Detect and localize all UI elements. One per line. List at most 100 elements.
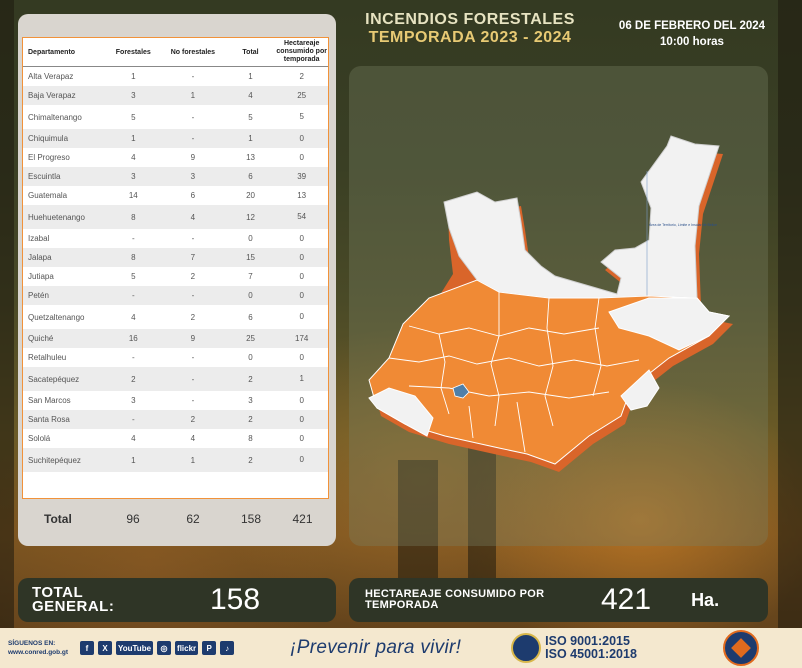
tree-trunk-decoration [398, 460, 438, 580]
cell-forestales: 5 [131, 272, 136, 281]
cell-hectareaje: 0 [299, 455, 304, 464]
cell-total: 0 [248, 234, 253, 243]
cell-forestales: 3 [131, 91, 136, 100]
cell-departamento: Petén [28, 291, 49, 300]
cell-forestales: 1 [131, 72, 136, 81]
table-total-row: Total 96 62 158 421 [22, 506, 329, 532]
cell-no-forestales: 2 [190, 415, 196, 424]
cell-no-forestales: - [191, 134, 195, 143]
x-icon[interactable]: X [98, 641, 112, 655]
table-row: Retalhuleu - - 0 0 [23, 348, 328, 367]
cell-total: 15 [246, 253, 255, 262]
cell-hectareaje: 0 [299, 271, 304, 281]
total-forestales: 96 [126, 512, 140, 526]
cell-forestales: 5 [131, 112, 136, 122]
cell-forestales: 4 [131, 434, 136, 443]
cell-no-forestales: 4 [190, 212, 196, 222]
cell-total: 5 [248, 112, 253, 122]
cell-hectareaje: 39 [297, 171, 307, 181]
cell-total: 6 [248, 312, 253, 322]
hectareaje-bar: HECTAREAJE CONSUMIDO POR TEMPORADA 421 H… [349, 578, 768, 622]
pinterest-icon[interactable]: P [202, 641, 217, 655]
time-text: 10:00 horas [660, 36, 724, 48]
title-line-2: TEMPORADA 2023 - 2024 [368, 29, 572, 46]
cell-departamento: Quetzaltenango [28, 312, 85, 322]
cell-no-forestales: - [191, 353, 195, 362]
cell-hectareaje: 0 [299, 312, 304, 321]
cell-departamento: Guatemala [28, 191, 68, 200]
cell-no-forestales: - [191, 374, 195, 384]
title-line-1: INCENDIOS FORESTALES [365, 11, 575, 28]
cell-departamento: Sacatepéquez [28, 374, 80, 384]
total-hectareaje: 421 [292, 512, 313, 526]
cell-forestales: - [131, 415, 135, 424]
cell-no-forestales: 9 [190, 334, 196, 343]
iso-9001: ISO 9001:2015 [545, 634, 630, 648]
cell-total: 8 [248, 434, 253, 443]
conred-logo-mark [731, 638, 751, 658]
facebook-icon[interactable]: f [80, 641, 94, 655]
iso-seal-icon [511, 633, 542, 663]
table-row: Huehuetenango 8 4 12 54 [23, 205, 328, 229]
table-row: Chiquimula 1 - 1 0 [23, 129, 328, 148]
table-row: Escuintla 3 3 6 39 [23, 167, 328, 186]
table-row: Jalapa 8 7 15 0 [23, 248, 328, 267]
cell-hectareaje: 13 [297, 190, 307, 200]
cell-total: 6 [248, 172, 253, 181]
table-row: Jutiapa 5 2 7 0 [23, 267, 328, 286]
cell-total: 25 [246, 334, 255, 343]
cell-total: 0 [248, 353, 253, 362]
cell-departamento: Sololá [28, 434, 51, 443]
cell-hectareaje: 0 [299, 395, 304, 405]
map-region-izabal [608, 297, 731, 351]
total-general-label: TOTAL GENERAL: [32, 584, 115, 615]
cell-hectareaje: 0 [299, 152, 304, 162]
cell-no-forestales: - [191, 234, 195, 243]
slogan: ¡Prevenir para vivir! [290, 637, 462, 658]
table-row: Guatemala 14 6 20 13 [23, 186, 328, 205]
iso-45001: ISO 45001:2018 [545, 647, 637, 661]
table-row: El Progreso 4 9 13 0 [23, 148, 328, 167]
tiktok-icon[interactable]: ♪ [220, 641, 235, 655]
table-row: Chimaltenango 5 - 5 5 [23, 105, 328, 129]
cell-forestales: 4 [131, 312, 136, 322]
youtube-icon[interactable]: YouTube [116, 641, 154, 655]
table-row: Suchitepéquez 1 1 2 0 [23, 448, 328, 472]
table-row: Quiché 16 9 25 174 [23, 329, 328, 348]
cell-departamento: Baja Verapaz [28, 91, 76, 100]
cell-departamento: San Marcos [28, 396, 71, 405]
instagram-icon[interactable]: ◎ [157, 641, 172, 655]
website-link[interactable]: www.conred.gob.gt [8, 649, 69, 656]
header-no-forestales: No forestales [170, 48, 216, 56]
header-departamento: Departamento [28, 48, 76, 56]
cell-no-forestales: - [191, 396, 195, 405]
cell-total: 20 [246, 191, 255, 200]
report-date: 06 DE FEBRERO DEL 2024 10:00 horas [612, 18, 772, 50]
cell-departamento: Huehuetenango [28, 212, 85, 222]
hectareaje-value: 421 [601, 583, 652, 616]
hectareaje-unit: Ha. [691, 589, 720, 610]
cell-forestales: - [131, 234, 135, 243]
flickr-icon[interactable]: flickr [175, 641, 199, 655]
cell-total: 2 [248, 415, 253, 424]
cell-forestales: 8 [131, 212, 136, 222]
cell-total: 2 [248, 374, 253, 384]
total-label: Total [44, 511, 72, 526]
cell-hectareaje: 2 [299, 71, 304, 81]
map-region-peten [443, 135, 720, 299]
cell-departamento: Escuintla [28, 172, 61, 181]
page-title: INCENDIOS FORESTALES TEMPORADA 2023 - 20… [345, 11, 595, 47]
total-total: 158 [240, 512, 262, 526]
conred-logo-icon [722, 630, 759, 666]
cell-departamento: Alta Verapaz [28, 72, 74, 81]
cell-departamento: Chiquimula [28, 134, 69, 143]
cell-no-forestales: 2 [190, 272, 196, 281]
total-general-bar: TOTAL GENERAL: 158 [18, 578, 336, 622]
map-region-capital [452, 383, 470, 399]
follow-block: SÍGUENOS EN: www.conred.gob.gt [0, 639, 80, 657]
cell-departamento: Jalapa [28, 253, 52, 262]
cell-total: 1 [248, 134, 253, 143]
cell-forestales: 3 [131, 172, 136, 181]
cell-total: 2 [248, 455, 253, 465]
fires-table: Departamento Forestales No forestales To… [22, 37, 329, 499]
